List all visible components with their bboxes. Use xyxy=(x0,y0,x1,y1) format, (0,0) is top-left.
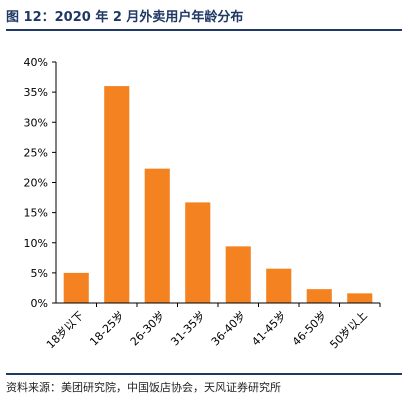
y-tick-label: 20% xyxy=(24,177,48,190)
y-tick-label: 40% xyxy=(24,56,48,69)
x-tick-label: 41-45岁 xyxy=(249,308,289,348)
bar xyxy=(266,268,292,303)
y-ticks-group: 0% 5% 10% 15% 20% 25% 30% 35% 40% xyxy=(24,56,56,310)
x-tick-label: 50岁以上 xyxy=(327,308,370,351)
source-divider xyxy=(6,373,402,375)
bars-group xyxy=(63,86,373,303)
bar xyxy=(347,293,373,303)
title-divider xyxy=(6,29,402,31)
bar xyxy=(144,168,170,303)
y-tick-label: 5% xyxy=(31,267,48,280)
bar xyxy=(306,289,332,303)
x-tick-label: 18-25岁 xyxy=(87,308,127,348)
x-tick-label: 46-50岁 xyxy=(289,308,329,348)
y-tick-label: 15% xyxy=(24,207,48,220)
x-tick-label: 36-40岁 xyxy=(208,308,248,348)
y-tick-label: 35% xyxy=(24,86,48,99)
y-tick-label: 0% xyxy=(31,297,48,310)
x-tick-label: 18岁以下 xyxy=(43,308,86,351)
x-ticks-group: 18岁以下 18-25岁 26-30岁 31-35岁 36-40岁 41-45岁 46-50… xyxy=(43,303,381,351)
bar xyxy=(104,86,130,303)
y-tick-label: 25% xyxy=(24,146,48,159)
x-tick-label: 31-35岁 xyxy=(168,308,208,348)
source-note: 资料来源：美团研究院，中国饭店协会，天风证券研究所 xyxy=(6,381,281,394)
x-tick-label: 26-30岁 xyxy=(127,308,167,348)
y-tick-label: 10% xyxy=(24,237,48,250)
y-tick-label: 30% xyxy=(24,116,48,129)
bar xyxy=(63,272,89,303)
figure-title: 图 12：2020 年 2 月外卖用户年龄分布 xyxy=(6,10,244,25)
bar xyxy=(225,246,251,303)
bar xyxy=(185,202,211,303)
